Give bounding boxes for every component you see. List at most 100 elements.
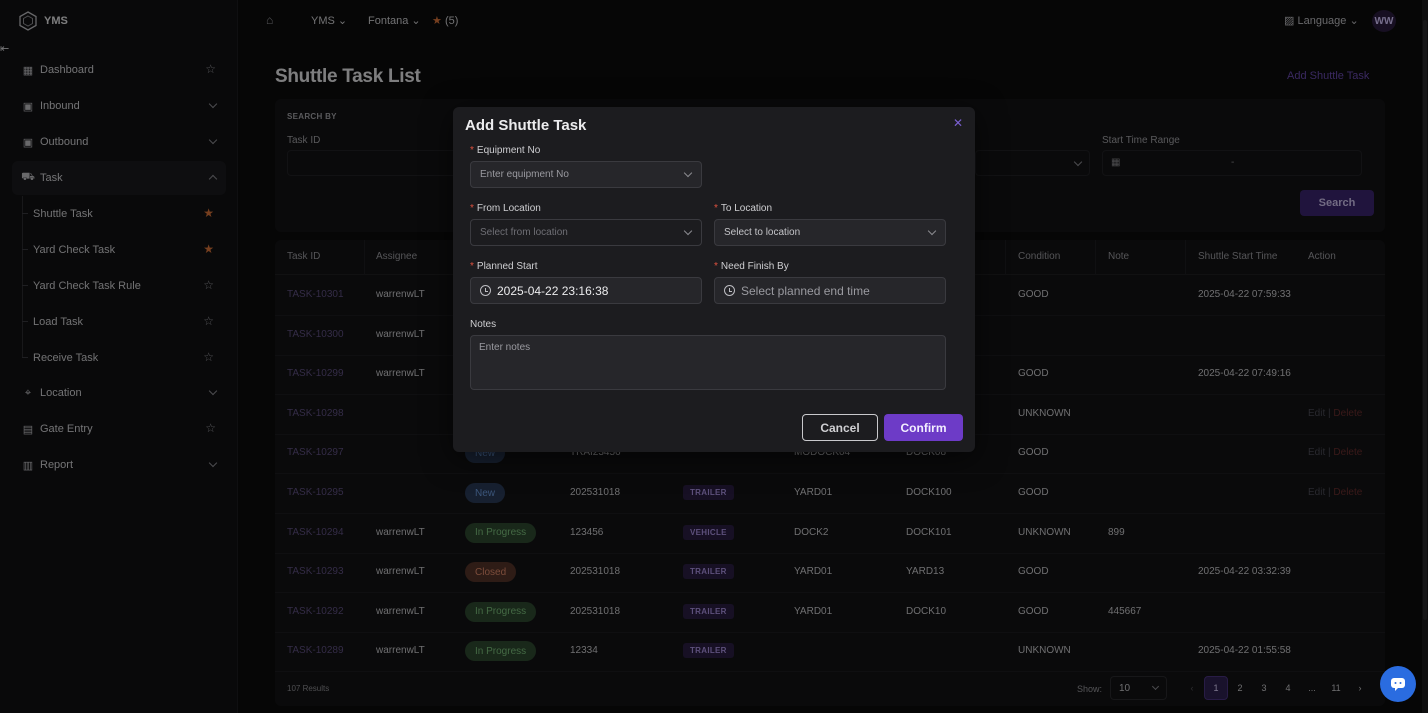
confirm-button[interactable]: Confirm: [884, 414, 963, 441]
scrollbar-thumb[interactable]: [1423, 20, 1427, 620]
task-id-link[interactable]: TASK-10299: [287, 368, 344, 380]
note-cell: 445667: [1108, 605, 1142, 617]
delete-link[interactable]: Delete: [1333, 487, 1363, 498]
prev-page-icon[interactable]: ‹: [1190, 683, 1194, 693]
star-filled-icon[interactable]: ★: [203, 206, 214, 220]
sidebar-item-gate-entry[interactable]: ▤ Gate Entry ☆: [12, 412, 226, 446]
table-row: TASK-10289 warrenwLT In Progress 12334 TRAIL…: [275, 632, 1385, 673]
star-filled-icon[interactable]: ★: [203, 242, 214, 256]
delete-link[interactable]: Delete: [1333, 447, 1363, 459]
inbound-icon: ▣: [22, 100, 34, 113]
sidebar-item-label: Gate Entry: [40, 423, 93, 435]
page-button[interactable]: 4: [1285, 683, 1291, 693]
page-scrollbar[interactable]: [1422, 0, 1428, 713]
filter-select[interactable]: [975, 150, 1090, 176]
from-location-select[interactable]: Select from location: [470, 219, 702, 246]
next-page-icon[interactable]: ›: [1358, 683, 1362, 693]
action-separator: |: [1328, 447, 1331, 459]
equipment-no-select[interactable]: Enter equipment No: [470, 161, 702, 188]
collapse-sidebar-icon[interactable]: ⇤: [0, 43, 10, 55]
close-icon[interactable]: ✕: [953, 116, 964, 130]
task-id-link[interactable]: TASK-10297: [287, 447, 344, 459]
sidebar-subitem-yard-check-task[interactable]: Yard Check Task ★: [22, 235, 224, 265]
page-button[interactable]: 1: [1204, 676, 1228, 700]
planned-start-label: * Planned Start: [470, 261, 538, 272]
condition-cell: GOOD: [1018, 487, 1049, 498]
from-location-cell: YARD01: [794, 566, 833, 578]
task-id-link[interactable]: TASK-10293: [287, 566, 344, 578]
task-id-link[interactable]: TASK-10292: [287, 605, 344, 617]
task-id-link[interactable]: TASK-10300: [287, 328, 344, 340]
to-location-select[interactable]: Select to location: [714, 219, 946, 246]
sidebar-item-label: Outbound: [40, 136, 89, 148]
star-outline-icon[interactable]: ☆: [203, 278, 214, 292]
equipment-cell: TRAI23456: [570, 447, 621, 459]
status-badge: In Progress: [465, 601, 537, 622]
col-action: Action: [1308, 251, 1336, 262]
sidebar-item-report[interactable]: ▥ Report: [12, 448, 226, 482]
gate-icon: ▤: [22, 423, 34, 436]
sidebar-item-inbound[interactable]: ▣ Inbound: [12, 89, 226, 123]
task-id-link[interactable]: TASK-10295: [287, 487, 344, 498]
start-time-range-picker[interactable]: ▦ -: [1102, 150, 1362, 176]
assignee-cell: warrenwLT: [376, 566, 425, 578]
page-button[interactable]: 2: [1237, 683, 1243, 693]
task-id-link[interactable]: TASK-10289: [287, 645, 344, 657]
edit-link[interactable]: Edit: [1308, 407, 1326, 419]
sidebar-item-label: Task: [40, 172, 63, 184]
equipment-cell: 123456: [570, 526, 604, 538]
col-assignee[interactable]: Assignee: [376, 251, 418, 262]
assignee-cell: warrenwLT: [376, 605, 425, 617]
chat-support-button[interactable]: [1380, 666, 1416, 702]
col-condition[interactable]: Condition: [1018, 251, 1061, 262]
home-icon[interactable]: ⌂: [266, 13, 274, 27]
cancel-button[interactable]: Cancel: [802, 414, 878, 441]
avatar[interactable]: WW: [1372, 10, 1396, 32]
star-outline-icon[interactable]: ☆: [205, 421, 216, 435]
from-location-cell: DOCK2: [794, 526, 829, 538]
planned-start-picker[interactable]: 2025-04-22 23:16:38: [470, 277, 702, 304]
language-selector[interactable]: ▨ Language ⌄: [1284, 15, 1359, 27]
facility-label: Fontana: [368, 15, 409, 27]
sidebar-subitem-receive-task[interactable]: Receive Task ☆: [22, 343, 224, 373]
submenu-dash: [22, 285, 28, 286]
page-size-value: 10: [1119, 683, 1131, 694]
edit-link[interactable]: Edit: [1308, 447, 1326, 459]
task-id-link[interactable]: TASK-10301: [287, 289, 344, 300]
table-row: TASK-10292 warrenwLT In Progress 202531018 T…: [275, 593, 1385, 633]
app-switcher-label: YMS: [311, 15, 335, 27]
edit-link[interactable]: Edit: [1308, 487, 1326, 498]
star-outline-icon[interactable]: ☆: [203, 314, 214, 328]
page-size-select[interactable]: 10: [1110, 676, 1167, 700]
assignee-cell: warrenwLT: [376, 289, 425, 300]
app-switcher[interactable]: YMS ⌄: [311, 15, 348, 27]
equipment-no-label-text: Equipment No: [476, 145, 541, 156]
page-button[interactable]: 11: [1331, 683, 1341, 693]
sidebar-subitem-yard-check-task-rule[interactable]: Yard Check Task Rule ☆: [22, 271, 224, 301]
col-task-id[interactable]: Task ID: [287, 251, 321, 262]
facility-selector[interactable]: Fontana ⌄: [368, 15, 421, 27]
to-location-cell: DOCK100: [906, 487, 952, 498]
star-outline-icon[interactable]: ☆: [203, 350, 214, 364]
delete-link[interactable]: Delete: [1333, 407, 1363, 419]
task-id-link[interactable]: TASK-10294: [287, 526, 344, 538]
col-note[interactable]: Note: [1108, 251, 1130, 262]
clock-icon: [480, 285, 491, 296]
sidebar-subitem-shuttle-task[interactable]: Shuttle Task ★: [22, 199, 224, 229]
favorites-button[interactable]: ★ (5): [432, 14, 458, 27]
sidebar-item-dashboard[interactable]: ▦ Dashboard ☆: [12, 53, 226, 87]
add-shuttle-task-link[interactable]: Add Shuttle Task: [1287, 70, 1370, 82]
need-finish-by-picker[interactable]: Select planned end time: [714, 277, 946, 304]
sidebar-item-outbound[interactable]: ▣ Outbound: [12, 125, 226, 159]
page-button[interactable]: 3: [1261, 683, 1267, 693]
equipment-no-label: * Equipment No: [470, 145, 540, 156]
sidebar-item-location[interactable]: ⌖ Location: [12, 376, 226, 410]
task-id-link[interactable]: TASK-10298: [287, 407, 344, 419]
sidebar-item-label: Report: [40, 459, 74, 471]
col-shuttle-start-time[interactable]: Shuttle Start Time: [1198, 251, 1278, 262]
search-button[interactable]: Search: [1300, 190, 1374, 216]
star-outline-icon[interactable]: ☆: [205, 62, 216, 76]
sidebar-subitem-load-task[interactable]: Load Task ☆: [22, 307, 224, 337]
sidebar-item-task[interactable]: ⛟ Task: [12, 161, 226, 195]
notes-textarea[interactable]: Enter notes: [470, 335, 946, 390]
